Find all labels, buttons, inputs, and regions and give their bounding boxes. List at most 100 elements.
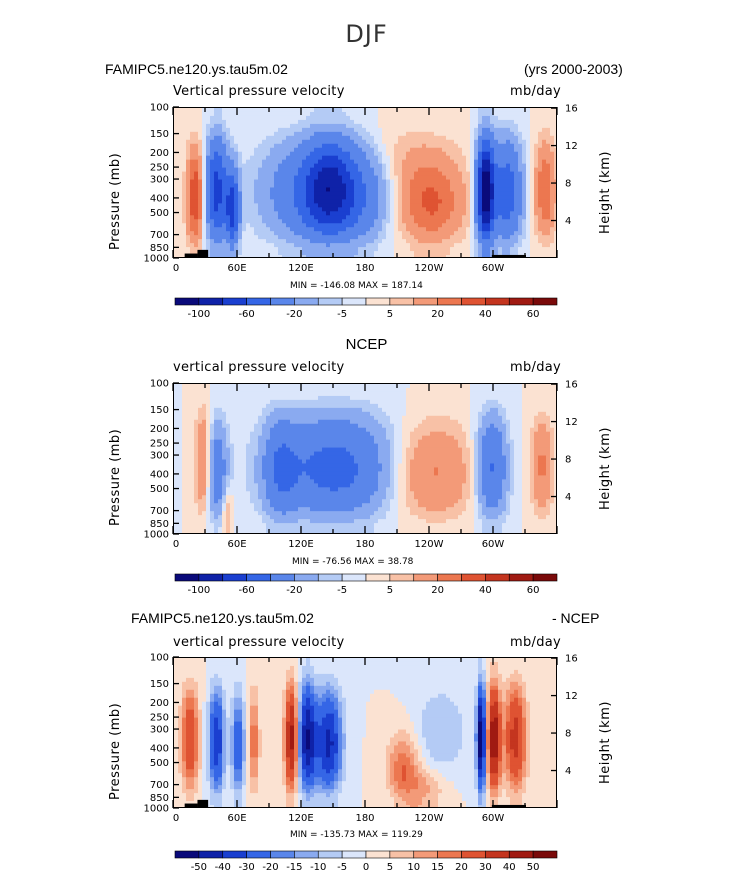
- heatmap-cell: [202, 227, 207, 232]
- heatmap-cell: [426, 155, 431, 161]
- heatmap-cell: [246, 199, 251, 204]
- heatmap-cell: [406, 127, 411, 133]
- heatmap-cell: [358, 223, 363, 228]
- heatmap-cell: [206, 391, 211, 397]
- heatmap-cell: [250, 111, 255, 117]
- heatmap-cell: [306, 127, 311, 133]
- heatmap-cell: [502, 215, 507, 220]
- heatmap-cell: [238, 455, 243, 461]
- heatmap-cell: [270, 155, 275, 161]
- heatmap-cell: [550, 227, 555, 232]
- heatmap-cell: [258, 203, 263, 208]
- heatmap-cell: [186, 495, 191, 500]
- heatmap-cell: [318, 147, 323, 153]
- heatmap-cell: [454, 147, 459, 153]
- heatmap-cell: [502, 235, 507, 240]
- heatmap-cell: [190, 159, 195, 165]
- heatmap-cell: [206, 235, 211, 240]
- heatmap-cell: [286, 411, 291, 417]
- heatmap-cell: [182, 255, 187, 257]
- heatmap-cell: [258, 171, 263, 177]
- heatmap-cell: [450, 175, 455, 181]
- heatmap-cell: [246, 499, 251, 504]
- heatmap-cell: [326, 155, 331, 161]
- heatmap-cell: [542, 211, 547, 216]
- heatmap-cell: [186, 175, 191, 181]
- heatmap-cell: [294, 455, 299, 461]
- heatmap-cell: [546, 247, 551, 252]
- heatmap-cell: [218, 171, 223, 177]
- heatmap-cell: [278, 223, 283, 228]
- heatmap-cell: [178, 139, 183, 145]
- heatmap-cell: [206, 435, 211, 441]
- heatmap-cell: [514, 175, 519, 181]
- heatmap-cell: [174, 439, 179, 445]
- heatmap-cell: [518, 163, 523, 169]
- heatmap-cell: [270, 183, 275, 189]
- heatmap-cell: [206, 495, 211, 500]
- heatmap-cell: [394, 159, 399, 165]
- heatmap-cell: [202, 459, 207, 465]
- heatmap-cell: [482, 131, 487, 137]
- heatmap-cell: [302, 463, 307, 469]
- heatmap-cell: [330, 108, 335, 113]
- heatmap-cell: [454, 183, 459, 189]
- heatmap-cell: [286, 119, 291, 125]
- heatmap-cell: [194, 187, 199, 193]
- heatmap-cell: [238, 163, 243, 169]
- heatmap-cell: [354, 143, 359, 149]
- heatmap-cell: [474, 223, 479, 228]
- heatmap-cell: [254, 243, 259, 248]
- heatmap-cell: [306, 527, 311, 532]
- heatmap-cell: [294, 411, 299, 417]
- heatmap-cell: [458, 235, 463, 240]
- heatmap-cell: [270, 384, 275, 389]
- heatmap-cell: [282, 247, 287, 252]
- heatmap-cell: [402, 199, 407, 204]
- heatmap-cell: [278, 519, 283, 524]
- heatmap-cell: [194, 415, 199, 421]
- heatmap-cell: [194, 135, 199, 141]
- heatmap-cell: [394, 123, 399, 129]
- heatmap-cell: [410, 131, 415, 137]
- heatmap-cell: [442, 167, 447, 173]
- heatmap-cell: [218, 384, 223, 389]
- heatmap-cell: [410, 179, 415, 185]
- heatmap-cell: [270, 251, 275, 256]
- heatmap-cell: [442, 139, 447, 145]
- heatmap-cell: [262, 395, 267, 401]
- heatmap-cell: [326, 223, 331, 228]
- heatmap-cell: [458, 219, 463, 224]
- heatmap-cell: [290, 463, 295, 469]
- heatmap-cell: [246, 227, 251, 232]
- heatmap-cell: [282, 491, 287, 496]
- heatmap-cell: [206, 207, 211, 212]
- heatmap-cell: [226, 191, 231, 197]
- heatmap-cell: [342, 119, 347, 125]
- heatmap-cell: [278, 131, 283, 137]
- heatmap-cell: [410, 203, 415, 208]
- heatmap-cell: [230, 171, 235, 177]
- heatmap-cell: [546, 215, 551, 220]
- heatmap-cell: [358, 183, 363, 189]
- heatmap-cell: [190, 123, 195, 129]
- heatmap-cell: [250, 495, 255, 500]
- heatmap-cell: [238, 187, 243, 193]
- heatmap-cell: [202, 195, 207, 200]
- heatmap-cell: [246, 123, 251, 129]
- heatmap-cell: [266, 151, 271, 157]
- heatmap-cell: [510, 115, 515, 121]
- heatmap-cell: [274, 515, 279, 520]
- heatmap-cell: [278, 207, 283, 212]
- heatmap-cell: [358, 247, 363, 252]
- heatmap-cell: [378, 119, 383, 125]
- heatmap-cell: [342, 171, 347, 177]
- heatmap-cell: [306, 255, 311, 257]
- heatmap-cell: [506, 143, 511, 149]
- heatmap-cell: [194, 203, 199, 208]
- heatmap-cell: [230, 515, 235, 520]
- heatmap-cell: [206, 243, 211, 248]
- heatmap-cell: [302, 171, 307, 177]
- heatmap-cell: [358, 135, 363, 141]
- heatmap-cell: [258, 167, 263, 173]
